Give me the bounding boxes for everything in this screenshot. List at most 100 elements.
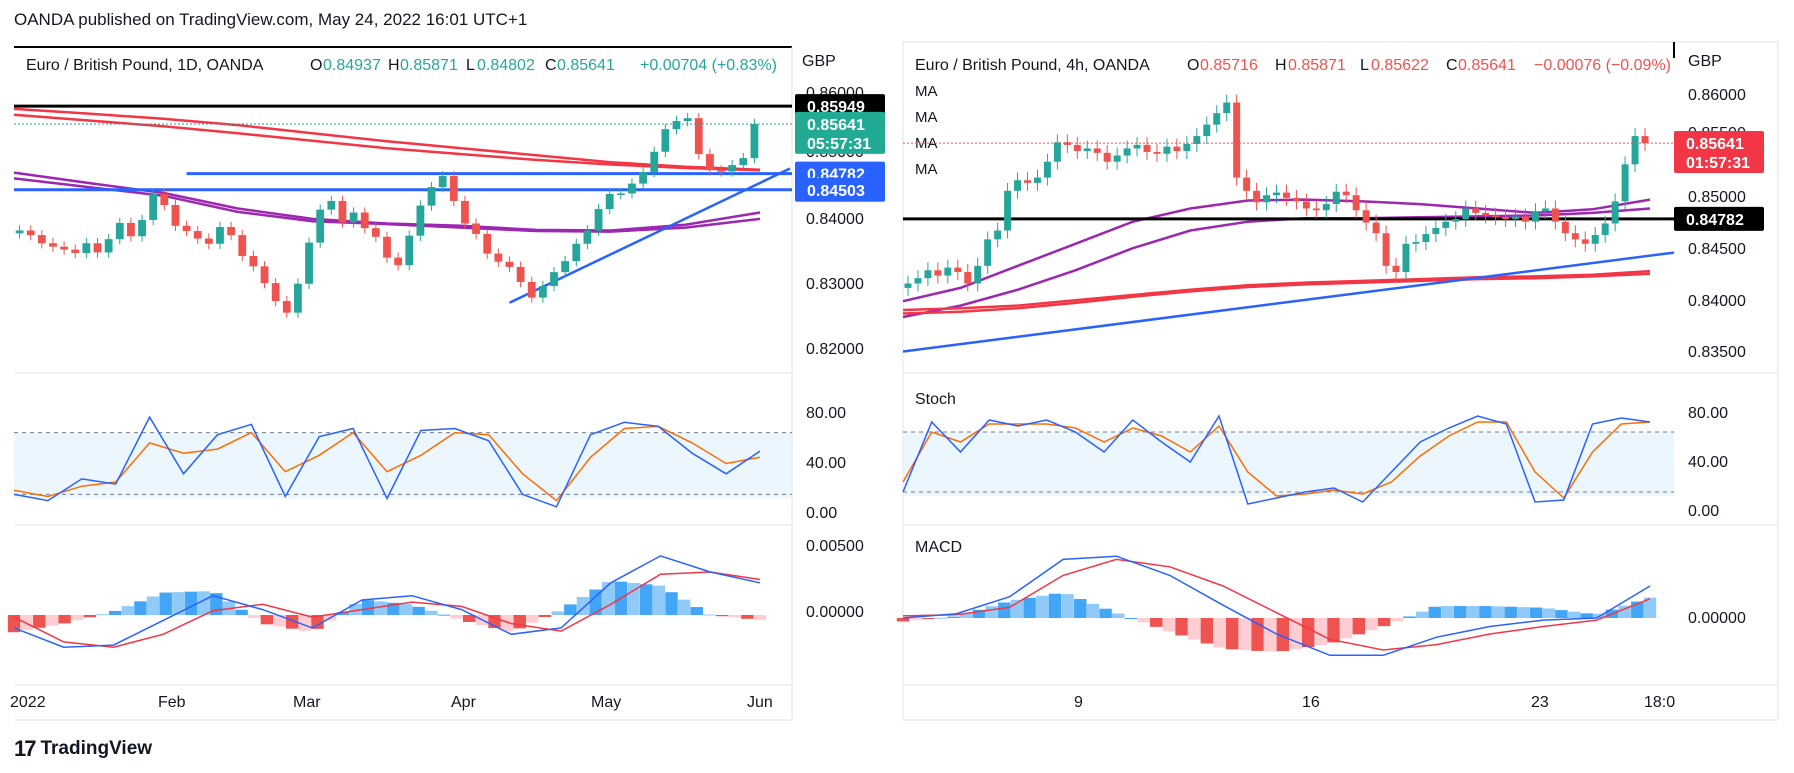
candle-body [605,194,614,210]
macd-histogram-bar [285,615,299,629]
candle-body [461,200,469,224]
macd-histogram-bar [551,611,564,615]
left-xtick: Mar [293,694,321,711]
candle-body [1462,208,1470,220]
candle-body [1422,234,1430,243]
stoch-k-line-0 [13,415,761,508]
candle-body [1581,239,1589,244]
candle-body [1093,148,1101,153]
macd-histogram-bar [121,606,135,615]
candle-body [1153,151,1161,154]
candle-body [924,270,932,279]
candle-body [15,230,24,234]
candle-body [216,226,224,244]
candle-body [260,266,269,284]
price-tag-0-3 [795,177,885,202]
macd-histogram-bar [627,582,640,615]
candle-body [316,209,325,243]
footer-brand: TradingView [40,738,153,759]
candle-body [954,267,962,273]
macd-histogram-bar [677,599,691,615]
ma-legend-4: MA [915,161,938,178]
candle-body [282,301,291,313]
left-xtick: 2022 [10,694,46,711]
candle-body [271,283,280,302]
macd-histogram-bar [960,613,973,618]
candle-body [672,121,681,130]
macd-histogram-bar [45,615,59,626]
price-tag-countdown-0-1: 05:57:31 [807,136,871,153]
left-xtick: May [591,694,621,711]
macd-histogram-bar [248,615,261,619]
candle-body [1442,221,1450,228]
macd-histogram-bar [564,604,577,615]
candle-body [1243,177,1251,191]
candle-body [538,286,547,298]
right-l-label: L [1360,57,1369,74]
macd-histogram-bar [399,604,413,615]
right-macd-axis: 0.00000 [1688,610,1746,627]
macd-histogram-bar [311,615,324,629]
candle-body [394,257,403,266]
stoch-k-line-1 [902,414,1651,505]
candle-body [964,272,972,284]
candle-body [974,265,982,284]
macd-histogram-bar [108,610,122,615]
candle-body [1004,190,1012,231]
candle-body [1253,190,1261,203]
ma-legend-2: MA [915,109,938,126]
candle-body [1432,227,1440,235]
candle-body [1133,144,1141,149]
candle-body [1402,243,1410,273]
candle-body [1571,233,1579,240]
macd-histogram-bar [1149,618,1163,627]
price-tag-countdown-1-0: 01:57:31 [1686,155,1750,172]
macd-histogram-bar [1225,618,1239,650]
candle-body [238,235,247,256]
candle-body [1223,102,1231,114]
left-stoch-axis: 80.00 40.00 0.00 [806,405,846,522]
candle-body [1302,201,1310,209]
macd-histogram-bar [1466,606,1479,618]
candle-body [1203,124,1211,137]
candle-body [1531,211,1539,222]
right-stoch-tick: 0.00 [1688,503,1719,520]
right-stoch-label: Stoch [915,391,956,408]
candle-body [1043,161,1051,178]
candle-body [572,243,581,262]
macd-histogram-bar [652,585,666,615]
candle-body [661,129,670,152]
price-tag-text-1-1: 0.84782 [1686,212,1744,229]
candle-body [1541,208,1549,212]
macd-histogram-bar [184,591,198,615]
ma-legend-3: MA [915,135,938,152]
chart-marks: 0.859490.8564105:57:310.847820.845030.85… [7,94,1764,657]
price-tag-1-0 [1674,131,1764,174]
tradingview-logo-icon: 17 [14,736,37,761]
left-x-axis: 2022 Feb Mar Apr May Jun [10,694,773,711]
candle-body [104,239,113,253]
macd-histogram-bar [1276,618,1290,652]
macd-histogram-bar [33,615,46,628]
macd-histogram-bar [1517,607,1530,618]
candle-body [494,253,503,262]
macd-histogram-bar [96,614,109,616]
left-xtick: Jun [747,694,773,711]
left-c-label: C [545,57,557,74]
macd-histogram-bar [715,615,729,617]
candle-body [914,278,922,284]
macd-histogram-bar [1289,618,1302,650]
candle-body [1561,221,1569,234]
candle-body [1263,195,1271,203]
left-ytick: 0.83000 [806,276,864,293]
right-o-label: O [1187,57,1199,74]
tradingview-footer[interactable]: 17 TradingView [14,736,152,762]
macd-histogram-bar [665,592,678,615]
macd-histogram-bar [526,615,539,623]
left-panel-frame [14,46,793,721]
left-ohlc-legend: O 0.84937 H 0.85871 L 0.84802 C 0.85641 … [310,57,777,74]
candle-body [1073,144,1081,152]
candle-body [1452,219,1460,222]
stoch-d-line-0 [13,425,761,502]
